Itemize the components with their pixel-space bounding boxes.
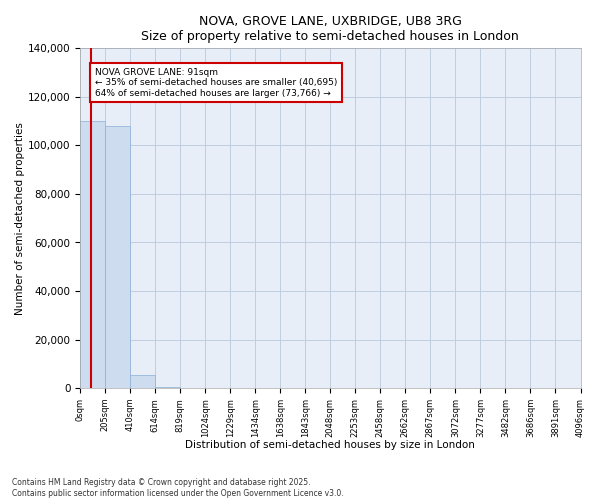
Bar [80,121,105,388]
Bar [130,375,155,388]
Text: NOVA GROVE LANE: 91sqm
← 35% of semi-detached houses are smaller (40,695)
64% of: NOVA GROVE LANE: 91sqm ← 35% of semi-det… [95,68,337,98]
Y-axis label: Number of semi-detached properties: Number of semi-detached properties [15,122,25,314]
Bar [155,387,180,388]
X-axis label: Distribution of semi-detached houses by size in London: Distribution of semi-detached houses by … [185,440,475,450]
Text: Contains HM Land Registry data © Crown copyright and database right 2025.
Contai: Contains HM Land Registry data © Crown c… [12,478,344,498]
Title: NOVA, GROVE LANE, UXBRIDGE, UB8 3RG
Size of property relative to semi-detached h: NOVA, GROVE LANE, UXBRIDGE, UB8 3RG Size… [142,15,519,43]
Bar [105,126,130,388]
